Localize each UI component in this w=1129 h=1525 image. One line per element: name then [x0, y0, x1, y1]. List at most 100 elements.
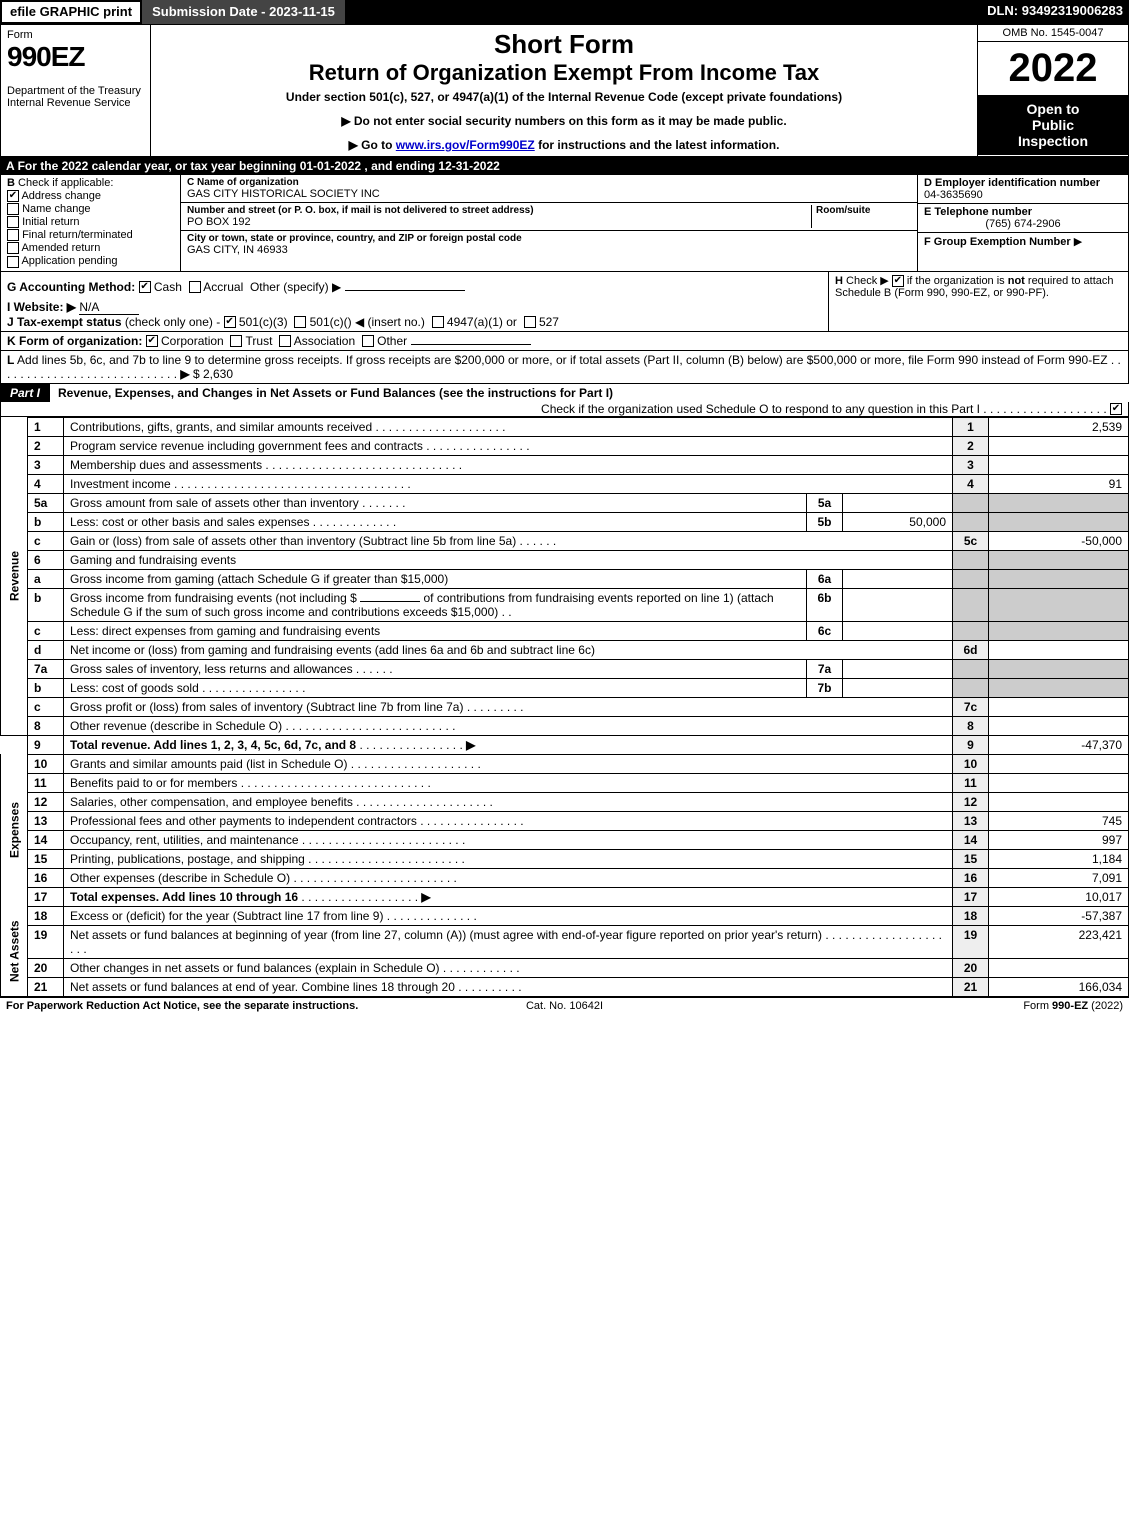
row-a-label: A: [6, 159, 14, 173]
l5b-desc: Less: cost or other basis and sales expe…: [64, 512, 807, 531]
col-b-checkboxes: B Check if applicable: ✔ Address change …: [1, 175, 181, 271]
l6-box-shade: [953, 550, 989, 569]
l16-num: 16: [28, 868, 64, 887]
checkbox-icon: [7, 242, 19, 254]
header-center: Short Form Return of Organization Exempt…: [151, 25, 978, 156]
l-text: Add lines 5b, 6c, and 7b to line 9 to de…: [17, 353, 1108, 367]
l5b-desc-text: Less: cost or other basis and sales expe…: [70, 515, 309, 529]
l19-desc-text: Net assets or fund balances at beginning…: [70, 928, 822, 942]
l14-num: 14: [28, 830, 64, 849]
website-value: N/A: [79, 300, 139, 315]
row-a-text: For the 2022 calendar year, or tax year …: [18, 159, 500, 173]
checkbox-icon[interactable]: [230, 335, 242, 347]
l4-desc-text: Investment income: [70, 477, 171, 491]
j-501c-b: ) ◀ (insert no.): [348, 315, 425, 329]
k-trust: Trust: [246, 334, 273, 348]
line-7b: b Less: cost of goods sold . . . . . . .…: [1, 678, 1129, 697]
checkbox-icon[interactable]: [189, 281, 201, 293]
cb-name-change[interactable]: Name change: [7, 203, 174, 215]
expenses-side-label: Expenses: [1, 754, 28, 906]
l10-val: [989, 754, 1129, 773]
row-gh: G Accounting Method: ✔ Cash Accrual Othe…: [0, 272, 1129, 332]
i-label: I Website: ▶: [7, 300, 76, 314]
l12-num: 12: [28, 792, 64, 811]
g-other-blank[interactable]: [345, 290, 465, 291]
l1-desc-text: Contributions, gifts, grants, and simila…: [70, 420, 372, 434]
tax-year: 2022: [978, 42, 1128, 95]
group-exemption-row: F Group Exemption Number ▶: [918, 233, 1128, 250]
g-accrual: Accrual: [203, 280, 243, 294]
l6-num: 6: [28, 550, 64, 569]
street-value: PO BOX 192: [187, 216, 811, 228]
checkbox-icon[interactable]: [294, 316, 306, 328]
netassets-side-label: Net Assets: [1, 906, 28, 996]
dln-value: 93492319006283: [1022, 3, 1123, 18]
line-16: 16 Other expenses (describe in Schedule …: [1, 868, 1129, 887]
cb-initial-return[interactable]: Initial return: [7, 216, 174, 228]
row-i: I Website: ▶ N/A: [7, 300, 822, 315]
l7a-box-shade: [953, 659, 989, 678]
line-14: 14 Occupancy, rent, utilities, and maint…: [1, 830, 1129, 849]
j-501c: 501(c)(: [310, 315, 348, 329]
submission-date-button[interactable]: Submission Date - 2023-11-15: [142, 0, 345, 24]
cb-final-return[interactable]: Final return/terminated: [7, 229, 174, 241]
checkbox-icon[interactable]: [362, 335, 374, 347]
l7b-val-shade: [989, 678, 1129, 697]
irs-link[interactable]: www.irs.gov/Form990EZ: [396, 138, 535, 152]
footer-right-pre: Form: [1023, 1000, 1052, 1012]
cb-application-pending[interactable]: Application pending: [7, 255, 174, 267]
checkbox-icon[interactable]: [524, 316, 536, 328]
footer-right-post: (2022): [1088, 1000, 1123, 1012]
l15-desc: Printing, publications, postage, and shi…: [64, 849, 953, 868]
l7a-num: 7a: [28, 659, 64, 678]
line-2: 2 Program service revenue including gove…: [1, 436, 1129, 455]
l11-desc: Benefits paid to or for members . . . . …: [64, 773, 953, 792]
l20-val: [989, 958, 1129, 977]
part-i-title: Revenue, Expenses, and Changes in Net As…: [52, 384, 1129, 402]
l7c-desc-text: Gross profit or (loss) from sales of inv…: [70, 700, 463, 714]
l16-box: 16: [953, 868, 989, 887]
line-8: 8 Other revenue (describe in Schedule O)…: [1, 716, 1129, 735]
l5a-num: 5a: [28, 493, 64, 512]
l6b-sub: 6b: [807, 588, 843, 621]
l21-box: 21: [953, 977, 989, 996]
l8-desc-text: Other revenue (describe in Schedule O): [70, 719, 282, 733]
e-label: E Telephone number: [924, 206, 1122, 218]
l6b-blank[interactable]: [360, 601, 420, 602]
l6-val-shade: [989, 550, 1129, 569]
line-6b: b Gross income from fundraising events (…: [1, 588, 1129, 621]
city-row: City or town, state or province, country…: [181, 231, 917, 258]
l19-desc: Net assets or fund balances at beginning…: [64, 925, 953, 958]
l17-val: 10,017: [989, 887, 1129, 906]
l5a-subval: [843, 493, 953, 512]
l6b-val-shade: [989, 588, 1129, 621]
check-icon[interactable]: ✔: [224, 316, 236, 328]
part-i-check-text: Check if the organization used Schedule …: [541, 402, 980, 416]
l2-box: 2: [953, 436, 989, 455]
efile-print-button[interactable]: efile GRAPHIC print: [0, 0, 142, 24]
l5a-val-shade: [989, 493, 1129, 512]
l6d-val: [989, 640, 1129, 659]
l-label: L: [7, 353, 14, 367]
cb-address-change[interactable]: ✔ Address change: [7, 190, 174, 202]
l6b-subval: [843, 588, 953, 621]
checkbox-icon[interactable]: [279, 335, 291, 347]
checkbox-icon[interactable]: [432, 316, 444, 328]
l18-val: -57,387: [989, 906, 1129, 925]
phone-row: E Telephone number (765) 674-2906: [918, 204, 1128, 233]
l14-desc-text: Occupancy, rent, utilities, and maintena…: [70, 833, 299, 847]
l15-box: 15: [953, 849, 989, 868]
check-icon[interactable]: ✔: [1110, 403, 1122, 415]
line-19: 19 Net assets or fund balances at beginn…: [1, 925, 1129, 958]
line-7c: c Gross profit or (loss) from sales of i…: [1, 697, 1129, 716]
cb-amended-return[interactable]: Amended return: [7, 242, 174, 254]
k-other-blank[interactable]: [411, 344, 531, 345]
footer-right-bold: 990-EZ: [1052, 1000, 1088, 1012]
l9-desc: Total revenue. Add lines 1, 2, 3, 4, 5c,…: [64, 735, 953, 754]
check-icon[interactable]: ✔: [892, 275, 904, 287]
l12-desc-text: Salaries, other compensation, and employ…: [70, 795, 353, 809]
l7b-sub: 7b: [807, 678, 843, 697]
check-icon[interactable]: ✔: [146, 335, 158, 347]
l8-desc: Other revenue (describe in Schedule O) .…: [64, 716, 953, 735]
check-icon[interactable]: ✔: [139, 281, 151, 293]
